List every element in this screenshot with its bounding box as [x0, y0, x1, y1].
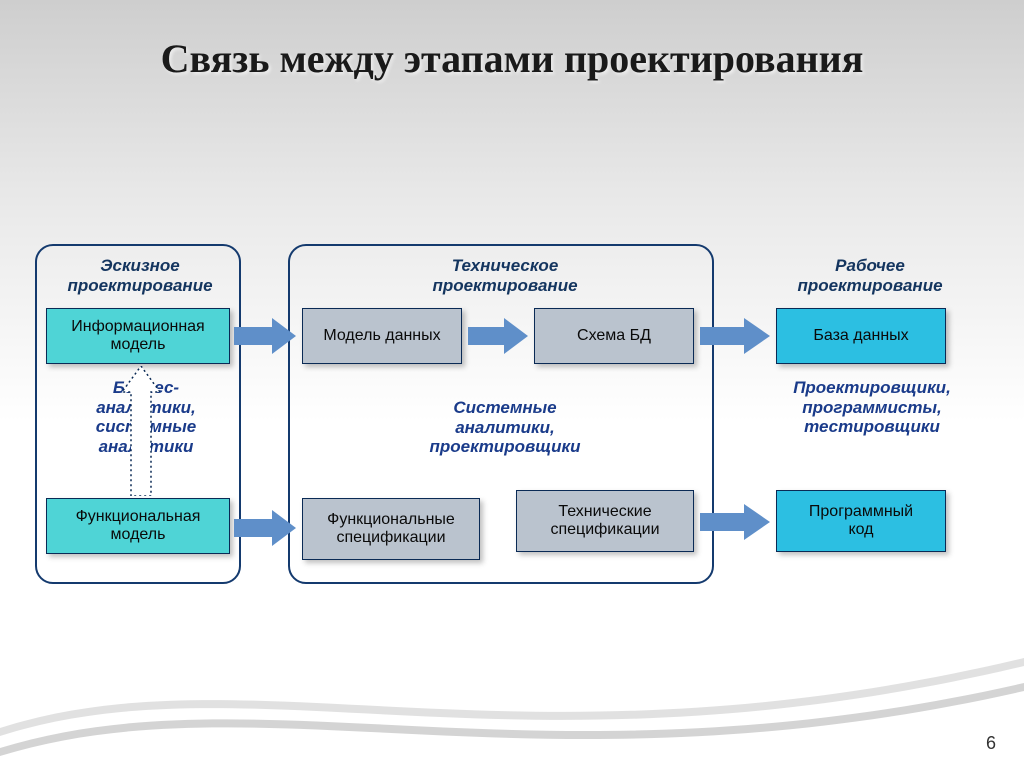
node-tech-spec: Техническиеспецификации	[516, 490, 694, 552]
node-db-schema: Схема БД	[534, 308, 694, 364]
node-database: База данных	[776, 308, 946, 364]
page-number: 6	[986, 733, 996, 754]
node-code: Программныйкод	[776, 490, 946, 552]
col-title-sketch: Эскизноепроектирование	[55, 256, 225, 295]
node-info-model: Информационнаямодель	[46, 308, 230, 364]
col-title-technical: Техническоепроектирование	[400, 256, 610, 295]
diagram-canvas: Эскизноепроектирование Техническоепроект…	[0, 0, 1024, 768]
col-title-working: Рабочеепроектирование	[770, 256, 970, 295]
arrow-info-to-data	[234, 318, 296, 354]
node-func-model: Функциональнаямодель	[46, 498, 230, 554]
arrow-funcmodel-to-infomodel	[122, 366, 160, 501]
node-func-spec: Функциональныеспецификации	[302, 498, 480, 560]
role-developers: Проектировщики,программисты,тестировщики	[762, 378, 982, 437]
role-system-analysts: Системныеаналитики,проектировщики	[395, 398, 615, 457]
arrow-schema-to-db	[700, 318, 770, 354]
arrow-techspec-to-code	[700, 504, 770, 540]
arrow-funcmodel-to-funcspec	[234, 510, 296, 546]
node-data-model: Модель данных	[302, 308, 462, 364]
arrow-data-to-schema	[468, 318, 528, 354]
